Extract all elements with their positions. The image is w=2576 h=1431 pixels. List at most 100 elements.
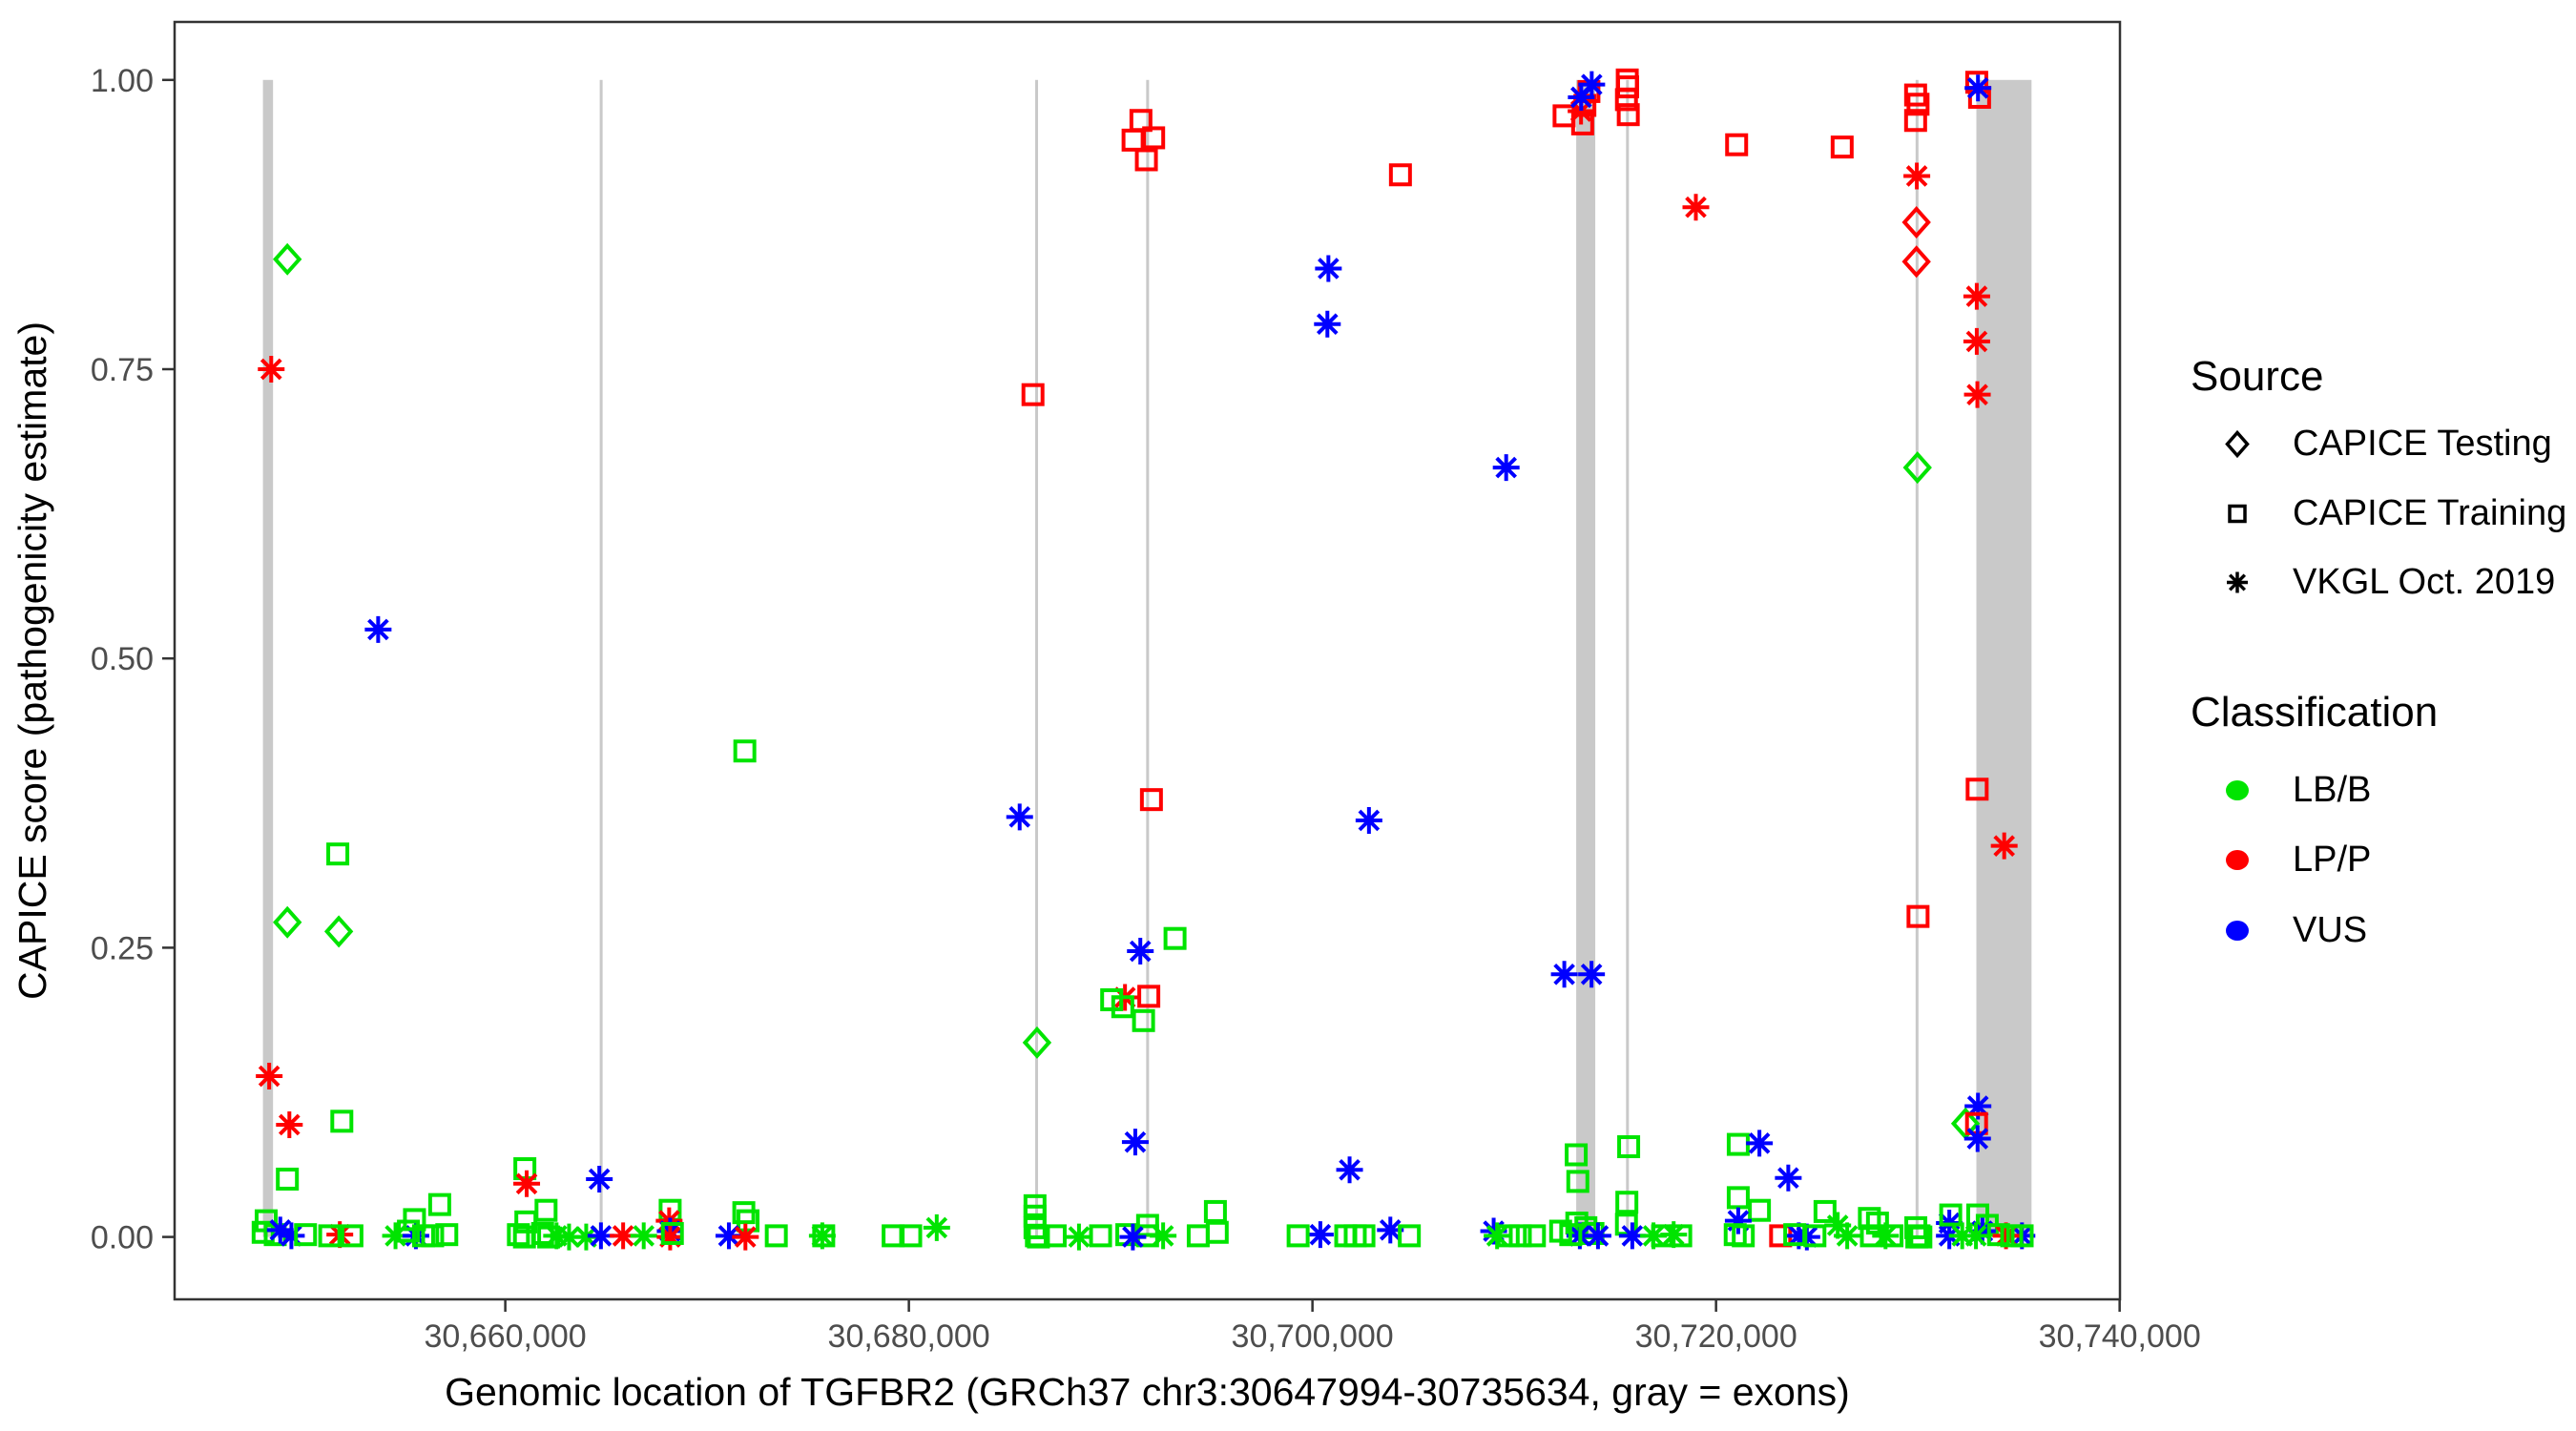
- data-point: [1021, 383, 1045, 406]
- panel-border: [173, 20, 2122, 1301]
- data-point: [1022, 1026, 1052, 1059]
- data-point: [1830, 135, 1854, 159]
- data-point: [1726, 1132, 1750, 1156]
- data-point: [1578, 961, 1606, 988]
- data-point: [587, 1222, 614, 1250]
- legend-item-vkgl: VKGL Oct. 2019: [2185, 548, 2555, 617]
- data-point: [1616, 103, 1640, 127]
- data-point: [610, 1222, 637, 1250]
- data-point: [1163, 926, 1187, 950]
- data-point: [1963, 1125, 1991, 1152]
- data-point: [1306, 1221, 1334, 1249]
- data-point: [273, 905, 302, 939]
- data-point: [1618, 1222, 1646, 1250]
- data-point: [660, 1221, 684, 1245]
- exon-band: [1915, 79, 1919, 1237]
- data-point: [1584, 1222, 1611, 1250]
- data-point: [278, 1222, 305, 1250]
- data-point: [435, 1223, 459, 1247]
- data-point: [1746, 1130, 1774, 1157]
- data-point: [326, 842, 350, 866]
- data-point: [1286, 1224, 1310, 1248]
- data-point: [737, 1209, 760, 1233]
- y-tick-label: 0.50: [91, 641, 154, 677]
- data-point: [1834, 1222, 1861, 1250]
- y-tick-label: 1.00: [91, 63, 154, 99]
- data-point: [1813, 1199, 1837, 1223]
- data-point: [555, 1223, 583, 1251]
- data-point: [715, 1222, 742, 1250]
- data-point: [1986, 1223, 2010, 1247]
- data-point: [2000, 1224, 2024, 1248]
- exon-band: [1976, 79, 2032, 1237]
- data-point: [1203, 1199, 1227, 1223]
- data-point: [1388, 163, 1412, 187]
- data-point: [1570, 112, 1594, 135]
- data-point: [808, 1222, 836, 1250]
- data-point: [764, 1224, 788, 1248]
- data-point: [1616, 75, 1640, 99]
- data-point: [1732, 1224, 1755, 1248]
- legend-item-label: VUS: [2293, 910, 2368, 950]
- legend-item-capice-training: CAPICE Training: [2185, 479, 2566, 549]
- data-point: [534, 1198, 558, 1222]
- data-point: [1496, 1224, 1520, 1248]
- legend-item-label: LB/B: [2293, 770, 2372, 810]
- data-point: [266, 1216, 294, 1244]
- legend-item-lpp: LP/P: [2185, 825, 2371, 895]
- x-axis-title: Genomic location of TGFBR2 (GRCh37 chr3:…: [445, 1370, 1850, 1414]
- data-point: [1964, 74, 1992, 102]
- data-point: [1824, 1212, 1852, 1239]
- data-point: [1880, 1224, 1904, 1248]
- data-point: [1314, 310, 1341, 338]
- data-point: [1568, 97, 1595, 125]
- data-point: [507, 1223, 530, 1247]
- data-point: [382, 1222, 409, 1250]
- data-point: [1775, 1164, 1802, 1192]
- data-point: [1139, 788, 1163, 812]
- data-point: [1137, 985, 1161, 1008]
- data-point: [572, 1223, 600, 1251]
- data-point: [1027, 1225, 1050, 1249]
- x-tick-label: 30,680,000: [828, 1318, 990, 1355]
- data-point: [276, 1110, 303, 1138]
- data-point: [1990, 832, 2018, 860]
- data-point: [1726, 1186, 1750, 1210]
- data-point: [1906, 904, 1930, 928]
- data-point: [1134, 148, 1158, 172]
- data-point: [1552, 104, 1576, 128]
- asterisk-icon: [2227, 571, 2248, 593]
- data-point: [1127, 938, 1154, 965]
- data-point: [899, 1224, 923, 1248]
- data-point: [1508, 1224, 1532, 1248]
- exon-band: [1035, 79, 1039, 1237]
- data-point: [1963, 1222, 1990, 1250]
- legend-source-title: Source: [2191, 353, 2324, 400]
- exon-band: [1576, 79, 1596, 1237]
- data-point: [1132, 1008, 1155, 1032]
- data-point: [1550, 961, 1578, 988]
- data-point: [732, 1223, 759, 1251]
- data-point: [1614, 1213, 1638, 1236]
- legend-item-capice-testing: CAPICE Testing: [2185, 409, 2552, 479]
- y-axis-title: CAPICE score (pathogenicity estimate): [10, 321, 54, 1000]
- legend-item-vus: VUS: [2185, 896, 2367, 965]
- data-point: [1568, 83, 1595, 111]
- legend-item-lbb: LB/B: [2185, 756, 2371, 825]
- diamond-icon: [2225, 429, 2250, 459]
- data-point: [1548, 1219, 1572, 1243]
- data-point: [1089, 1224, 1112, 1248]
- legend-item-label: CAPICE Testing: [2293, 424, 2552, 464]
- y-tick-label: 0.25: [91, 930, 154, 966]
- data-point: [1906, 93, 1930, 116]
- data-point: [1352, 1224, 1376, 1248]
- data-point: [1566, 1170, 1589, 1193]
- data-point: [251, 1220, 275, 1244]
- data-point: [1964, 1092, 1992, 1120]
- vus-dot-icon: [2226, 921, 2249, 941]
- data-point: [733, 739, 757, 763]
- legend-classification-title: Classification: [2191, 689, 2439, 736]
- y-tick-label: 0.75: [91, 352, 154, 388]
- exon-band: [599, 79, 603, 1237]
- data-point: [340, 1224, 364, 1248]
